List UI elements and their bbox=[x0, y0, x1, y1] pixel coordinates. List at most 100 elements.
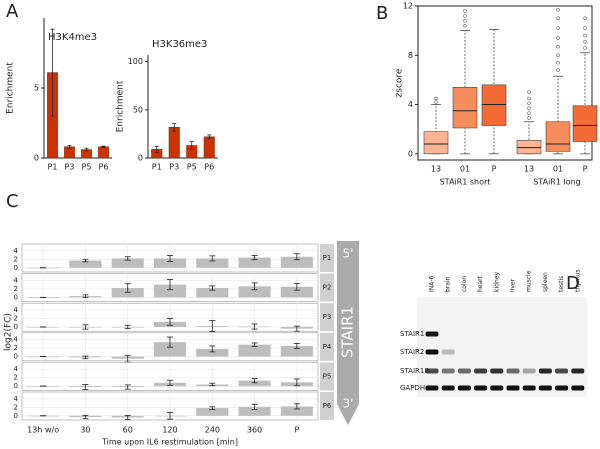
x-tick-label: 60 bbox=[123, 426, 133, 435]
x-tick-label: 13h w/o bbox=[27, 426, 59, 435]
gel-band bbox=[555, 385, 569, 391]
bar bbox=[203, 136, 215, 159]
outlier bbox=[556, 36, 560, 40]
row-label: P6 bbox=[323, 402, 332, 410]
bar bbox=[111, 288, 144, 298]
y-tick-label: 0 bbox=[14, 353, 18, 361]
bar bbox=[238, 286, 271, 298]
y-tick-label: 2 bbox=[14, 403, 18, 411]
row-tab bbox=[320, 273, 334, 302]
bar bbox=[98, 146, 109, 159]
x-tick-label: 30 bbox=[80, 426, 90, 435]
x-axis-label: Time upon IL6 restimulation [min] bbox=[101, 438, 238, 447]
x-tick-label: P5 bbox=[187, 163, 197, 172]
gel-band bbox=[506, 385, 520, 391]
row-label: P3 bbox=[323, 313, 332, 321]
panel-letter: D bbox=[566, 273, 580, 294]
outlier bbox=[527, 96, 531, 101]
gel-band bbox=[441, 385, 455, 391]
lane-label: testis bbox=[558, 276, 565, 292]
bar bbox=[153, 342, 187, 357]
y-tick-label: 0 bbox=[138, 154, 143, 163]
lane-label: liver bbox=[510, 278, 517, 292]
x-tick-label: 13 bbox=[524, 165, 534, 174]
bar bbox=[153, 258, 187, 268]
x-tick-label: P3 bbox=[169, 163, 179, 172]
outlier bbox=[556, 68, 560, 72]
y-axis-label: Enrichment bbox=[6, 62, 16, 114]
gel-band bbox=[441, 368, 455, 374]
panel-letter: C bbox=[6, 191, 19, 212]
box bbox=[452, 87, 478, 129]
gel-band bbox=[425, 331, 439, 337]
x-tick-label: 120 bbox=[162, 426, 177, 435]
y-tick-label: 2 bbox=[14, 255, 18, 263]
outlier bbox=[556, 44, 560, 49]
gel-band bbox=[571, 368, 585, 374]
gel-background bbox=[417, 297, 587, 397]
y-tick-label: 4 bbox=[14, 306, 19, 314]
lane-label: muscle bbox=[526, 270, 533, 292]
arrow-label: STAIR1 bbox=[339, 306, 357, 358]
y-tick-label: 4 bbox=[14, 276, 19, 284]
y-tick-label: 0 bbox=[14, 323, 18, 331]
gel-band bbox=[457, 368, 471, 374]
gel-band bbox=[425, 368, 439, 374]
outlier bbox=[527, 111, 531, 115]
y-tick-label: 0 bbox=[34, 154, 39, 163]
gel-band bbox=[474, 385, 488, 391]
box bbox=[545, 121, 571, 152]
y-tick-label: 8 bbox=[408, 51, 413, 60]
gel-band bbox=[555, 368, 569, 374]
y-tick-label: 4 bbox=[408, 100, 413, 109]
y-tick-label: 0 bbox=[408, 149, 413, 158]
lane-label: brain bbox=[445, 276, 452, 292]
y-tick-label: 2 bbox=[14, 374, 18, 382]
outlier bbox=[527, 101, 531, 106]
y-tick-label: 2 bbox=[14, 344, 18, 352]
x-tick-label: P6 bbox=[99, 163, 109, 172]
gel-band bbox=[441, 349, 455, 355]
gel-band bbox=[474, 368, 488, 374]
bar bbox=[238, 344, 271, 357]
bar bbox=[238, 257, 271, 268]
lane-label: kidney bbox=[493, 272, 500, 292]
y-tick-label: 0 bbox=[14, 382, 18, 390]
chart-title: H3K36me3 bbox=[152, 39, 207, 50]
y-tick-label: 4 bbox=[14, 247, 19, 255]
x-tick-label: 01 bbox=[553, 165, 563, 174]
x-tick-label: P bbox=[294, 426, 299, 435]
band-label: STAIR18 bbox=[400, 367, 429, 375]
outlier bbox=[583, 46, 587, 50]
band-label: STAIR1 bbox=[400, 330, 424, 338]
y-tick-label: 50 bbox=[133, 105, 143, 114]
gel-band bbox=[538, 368, 552, 374]
bar bbox=[153, 284, 187, 298]
row-label: P4 bbox=[323, 343, 332, 351]
box bbox=[423, 131, 449, 155]
x-tick-label: P6 bbox=[204, 163, 214, 172]
outlier bbox=[556, 53, 560, 58]
bar bbox=[238, 406, 271, 416]
x-tick-label: P5 bbox=[82, 163, 92, 172]
bar bbox=[196, 348, 229, 357]
row-tab bbox=[320, 332, 334, 361]
gel-band bbox=[490, 368, 504, 374]
outlier bbox=[434, 96, 438, 101]
bar bbox=[69, 260, 102, 268]
bar bbox=[196, 408, 229, 416]
x-tick-label: P3 bbox=[65, 163, 75, 172]
outlier bbox=[556, 16, 560, 21]
x-tick-label: 360 bbox=[247, 426, 262, 435]
outlier bbox=[583, 26, 587, 30]
gel-band bbox=[425, 385, 439, 391]
outlier bbox=[463, 9, 467, 13]
y-axis-label: log2(FC) bbox=[4, 313, 14, 351]
x-tick-label: 13 bbox=[431, 165, 441, 174]
gel-band bbox=[457, 385, 471, 391]
box bbox=[481, 84, 507, 126]
arrow-label: 3' bbox=[343, 397, 354, 411]
gel-band bbox=[490, 385, 504, 391]
bar bbox=[196, 288, 229, 298]
